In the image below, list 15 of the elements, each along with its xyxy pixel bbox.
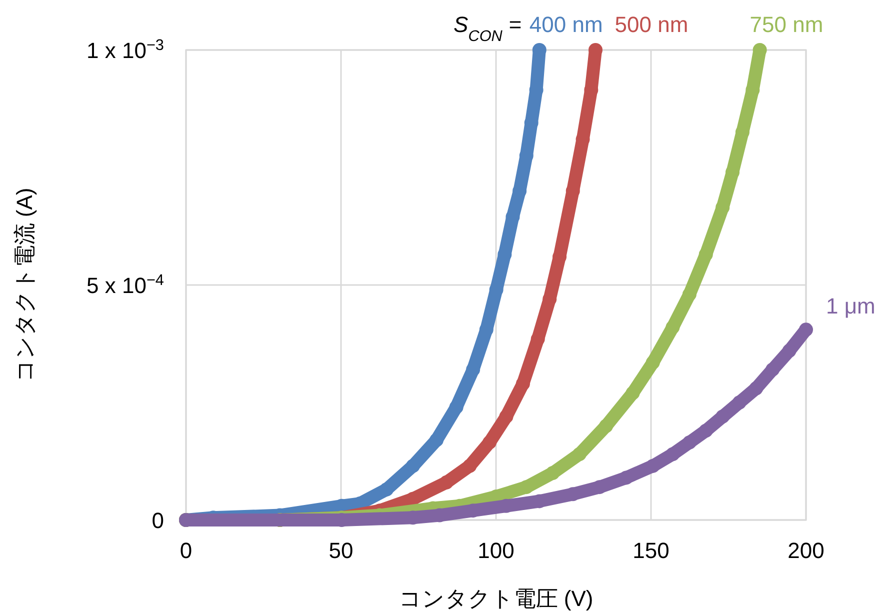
x-tick-label: 0: [180, 538, 192, 563]
series-label: 400 nm: [529, 12, 603, 37]
series-label: 500 nm: [614, 12, 688, 37]
y-tick-label: 5 x 10$^{−4}$: [86, 272, 164, 298]
x-axis-title: コンタクト電圧 (V): [398, 586, 594, 611]
y-tick-label: 1 x 10$^{−3}$: [86, 36, 164, 63]
x-tick-label: 50: [328, 538, 354, 563]
x-tick-label: 150: [632, 538, 670, 563]
x-tick-label: 100: [478, 538, 514, 563]
y-axis-title: コンタクト電流 (A): [12, 188, 37, 382]
series-label: 750 nm: [750, 12, 824, 37]
y-tick-label: 0: [152, 508, 164, 533]
series-label: 1 μm: [826, 294, 876, 319]
x-tick-label: 200: [788, 538, 824, 563]
text: S$_{CON}$ =: [454, 12, 522, 44]
